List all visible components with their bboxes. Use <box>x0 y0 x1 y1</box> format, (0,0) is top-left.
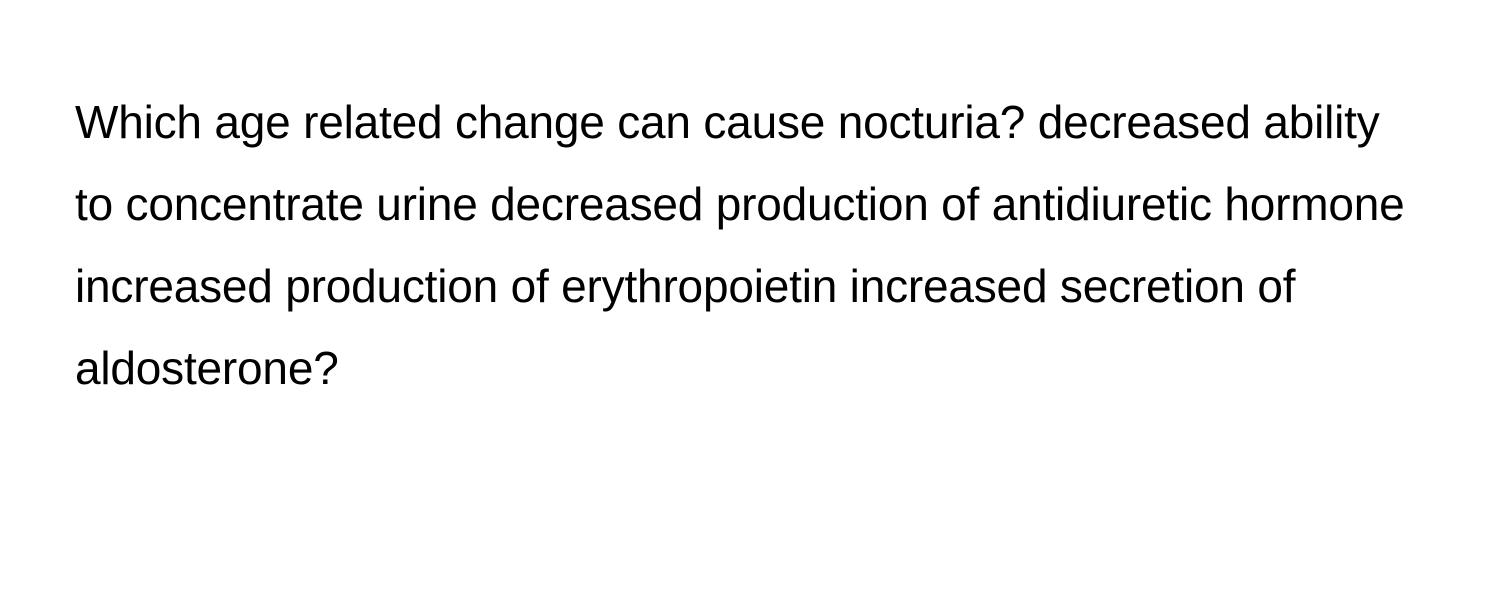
question-text: Which age related change can cause noctu… <box>75 82 1425 410</box>
question-container: Which age related change can cause noctu… <box>0 0 1500 600</box>
